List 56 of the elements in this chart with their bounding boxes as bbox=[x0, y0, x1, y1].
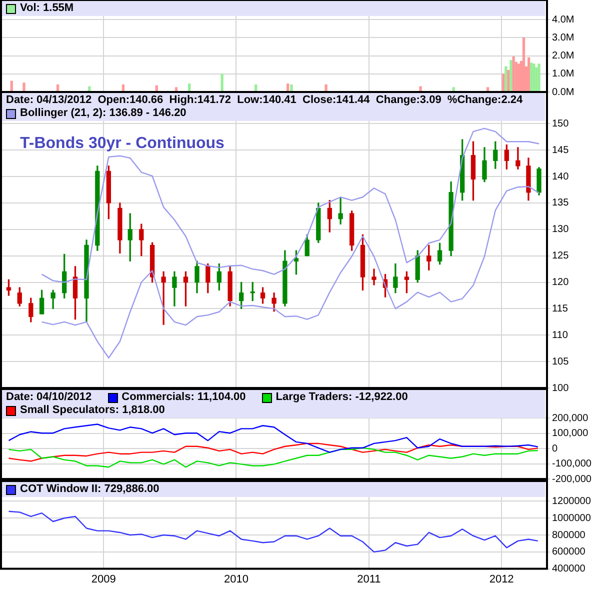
y-tick-label: 120 bbox=[552, 277, 570, 288]
legend-label: COT Window II: 729,886.00 bbox=[20, 483, 160, 496]
y-tick-label: 3.0M bbox=[552, 32, 574, 44]
legend-label: Large Traders: -12,922.00 bbox=[276, 391, 408, 404]
y-tick-label: 1.0M bbox=[552, 68, 574, 80]
bar bbox=[512, 56, 515, 92]
y-tick-label: -100,000 bbox=[552, 458, 592, 470]
bar bbox=[419, 86, 422, 92]
bar bbox=[522, 37, 526, 92]
bar bbox=[538, 64, 540, 92]
bar bbox=[530, 62, 533, 92]
bar bbox=[22, 82, 26, 92]
y-tick-label: 1000000 bbox=[552, 512, 592, 524]
legend-label: Vol: 1.55M bbox=[20, 2, 74, 15]
y-tick-label: 115 bbox=[552, 303, 568, 314]
bar bbox=[507, 70, 510, 92]
bar bbox=[502, 74, 505, 92]
bar bbox=[324, 84, 328, 92]
y-tick-label: 0 bbox=[552, 443, 558, 454]
bar bbox=[510, 60, 512, 92]
y-tick-label: 400000 bbox=[552, 564, 586, 575]
candlestick bbox=[338, 197, 343, 224]
y-tick-label: 145 bbox=[552, 144, 570, 156]
y-tick-label: 200,000 bbox=[552, 412, 589, 424]
y-tick-label: 600000 bbox=[552, 546, 586, 558]
candlestick bbox=[372, 268, 376, 286]
y-tick-label: 150 bbox=[552, 118, 570, 130]
text: T-Bonds 30yr - Continuous bbox=[20, 135, 224, 153]
legend-label: Small Speculators: 1,818.00 bbox=[20, 404, 165, 417]
y-tick-label: 4.0M bbox=[552, 14, 574, 26]
y-tick-label: 1200000 bbox=[552, 496, 592, 507]
x-tick-label: 2012 bbox=[489, 573, 514, 586]
y-tick-label: 110 bbox=[552, 330, 568, 341]
y-tick-label: 140 bbox=[552, 171, 570, 182]
bar bbox=[504, 66, 508, 92]
x-tick-label: 2010 bbox=[224, 573, 248, 586]
y-tick-label: 100,000 bbox=[552, 428, 589, 439]
x-tick-label: 2011 bbox=[357, 573, 381, 586]
text: Date: 04/13/2012 Open:140.66 High:141.72 Low:140.41 Close:141.44 Change:3.09 %Change:2.24 bbox=[6, 94, 523, 107]
bar bbox=[527, 57, 530, 92]
y-tick-label: 2.0M bbox=[552, 50, 574, 62]
bar bbox=[220, 74, 224, 92]
y-tick-label: 105 bbox=[552, 356, 570, 368]
legend-label: Commercials: 11,104.00 bbox=[122, 391, 246, 404]
y-tick-label: 0.0M bbox=[552, 86, 574, 98]
y-tick-label: 125 bbox=[552, 250, 570, 262]
x-tick-label: 2009 bbox=[91, 573, 116, 586]
candlestick bbox=[161, 271, 166, 325]
y-tick-label: 100 bbox=[552, 382, 570, 394]
y-tick-label: 800000 bbox=[552, 530, 586, 541]
legend-label: Bollinger (21, 2): 136.89 - 146.20 bbox=[20, 107, 186, 120]
y-tick-label: -200,000 bbox=[552, 474, 592, 485]
y-tick-label: 135 bbox=[552, 198, 570, 209]
bar bbox=[290, 84, 293, 92]
text: Date: 04/10/2012 bbox=[6, 391, 92, 404]
y-tick-label: 130 bbox=[552, 224, 570, 236]
